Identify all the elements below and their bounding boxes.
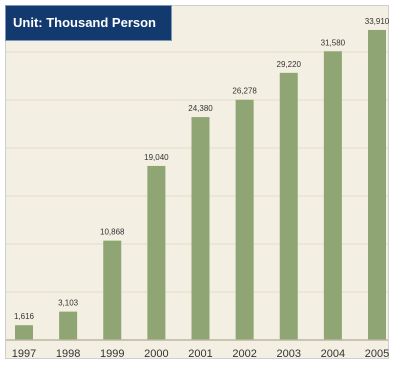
bar-1999 (103, 240, 122, 340)
value-label-1998: 3,103 (58, 299, 79, 308)
x-tick-label-1998: 1998 (56, 348, 80, 360)
x-tick-label-2005: 2005 (365, 348, 389, 360)
bar-1997 (15, 325, 33, 340)
bars (15, 29, 386, 341)
value-label-2005: 33,910 (365, 17, 390, 26)
bar-2001 (191, 117, 210, 341)
x-tick-label-2000: 2000 (144, 348, 168, 360)
unit-label: Unit: Thousand Person (5, 5, 172, 41)
x-axis: 1997 1998 1999 2000 2001 2002 2003 2004 2005 (6, 339, 389, 360)
value-labels: 1,616 3,103 10,868 19,040 24,380 26,278 29,220… (14, 17, 390, 321)
value-label-2001: 24,380 (188, 104, 213, 113)
x-tick-label-1997: 1997 (12, 348, 36, 360)
x-tick-label-2002: 2002 (232, 348, 256, 360)
bar-2002 (235, 99, 254, 340)
value-label-1999: 10,868 (100, 228, 125, 237)
value-label-2002: 26,278 (232, 87, 257, 96)
x-tick-label-1999: 1999 (100, 348, 124, 360)
bar-2000 (147, 165, 166, 340)
bar-2003 (279, 72, 298, 341)
bar-2005 (368, 29, 386, 341)
value-label-2004: 31,580 (321, 38, 346, 47)
value-label-2000: 19,040 (144, 153, 169, 162)
value-label-2003: 29,220 (277, 60, 302, 69)
bar-1998 (59, 311, 78, 340)
x-tick-label-2004: 2004 (321, 348, 345, 360)
x-tick-label-2003: 2003 (277, 348, 301, 360)
x-tick-label-2001: 2001 (188, 348, 212, 360)
value-label-1997: 1,616 (14, 312, 35, 321)
bar-2004 (323, 51, 342, 341)
